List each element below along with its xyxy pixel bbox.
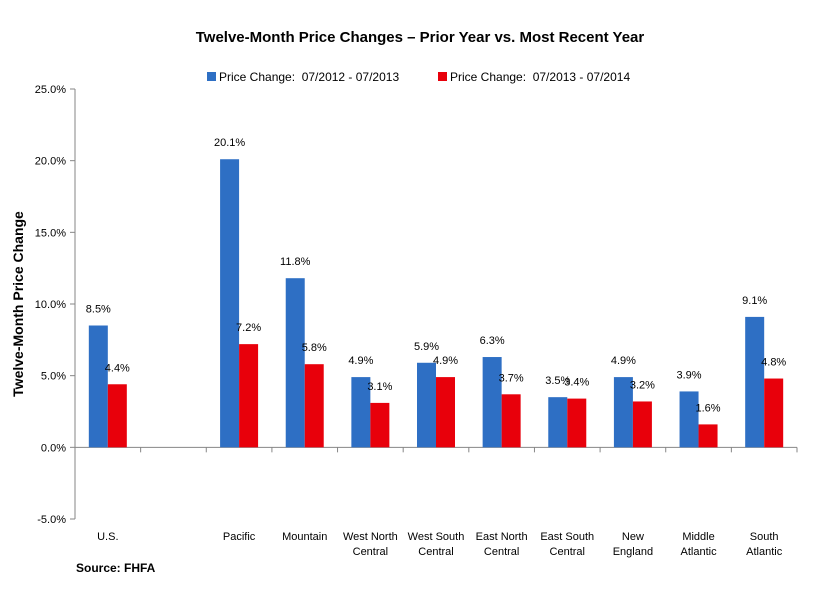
data-label-series-2: 3.7% bbox=[499, 372, 524, 384]
category-label: Central bbox=[484, 546, 519, 558]
bar-series-2 bbox=[698, 424, 718, 448]
source-note: Source: FHFA bbox=[76, 561, 156, 575]
category-label: Pacific bbox=[223, 531, 256, 543]
category-label: Mountain bbox=[282, 531, 327, 543]
bar-series-2 bbox=[632, 401, 652, 448]
y-tick-label: 20.0% bbox=[35, 156, 66, 168]
data-label-series-1: 3.9% bbox=[677, 369, 702, 381]
legend: Price Change: 07/2012 - 07/2013 Price Ch… bbox=[207, 70, 630, 84]
data-label-series-1: 4.9% bbox=[348, 355, 373, 367]
x-axis bbox=[74, 446, 798, 453]
category-label: England bbox=[613, 546, 653, 558]
data-label-series-2: 3.1% bbox=[367, 381, 392, 393]
data-label-series-1: 3.5% bbox=[545, 375, 570, 387]
y-tick-label: 10.0% bbox=[35, 299, 66, 311]
data-label-series-1: 20.1% bbox=[214, 137, 245, 149]
y-axis: -5.0% 0.0% 5.0% 10.0% 15.0% 20.0% 25.0% bbox=[35, 84, 76, 526]
category-label: New bbox=[622, 531, 644, 543]
legend-label-series-2: Price Change: 07/2013 - 07/2014 bbox=[450, 70, 630, 84]
bar-series-1 bbox=[220, 159, 240, 448]
data-label-series-1: 6.3% bbox=[480, 335, 505, 347]
legend-label-series-1: Price Change: 07/2012 - 07/2013 bbox=[219, 70, 399, 84]
bar-series-1 bbox=[548, 397, 568, 448]
bar-series-1 bbox=[613, 377, 633, 448]
category-label: South bbox=[750, 531, 779, 543]
data-label-series-1: 5.9% bbox=[414, 341, 439, 353]
data-label-series-2: 4.4% bbox=[105, 362, 130, 374]
data-label-series-1: 8.5% bbox=[86, 304, 111, 316]
category-label: Atlantic bbox=[746, 546, 783, 558]
bar-series-1 bbox=[351, 377, 371, 448]
data-label-series-2: 1.6% bbox=[696, 402, 721, 414]
bar-series-1 bbox=[482, 357, 502, 448]
y-tick-label: 15.0% bbox=[35, 227, 66, 239]
bar-series-1 bbox=[88, 325, 108, 448]
bar-series-2 bbox=[370, 402, 390, 448]
y-tick-label: 0.0% bbox=[41, 442, 66, 454]
y-tick-label: 25.0% bbox=[35, 84, 66, 96]
bar-series-1 bbox=[285, 278, 305, 448]
bar-series-2 bbox=[567, 398, 587, 448]
data-label-series-1: 11.8% bbox=[280, 256, 311, 268]
bar-series-2 bbox=[436, 377, 455, 448]
data-label-series-1: 9.1% bbox=[742, 295, 767, 307]
bar-series-1 bbox=[745, 316, 765, 448]
bar-series-2 bbox=[764, 378, 784, 448]
data-label-series-2: 7.2% bbox=[236, 322, 261, 334]
category-label: Central bbox=[418, 546, 453, 558]
data-label-series-2: 5.8% bbox=[302, 342, 327, 354]
category-label: Central bbox=[550, 546, 585, 558]
bar-series-2 bbox=[304, 364, 324, 448]
chart-title: Twelve-Month Price Changes – Prior Year … bbox=[196, 29, 645, 46]
y-axis-label: Twelve-Month Price Change bbox=[10, 211, 26, 397]
bar-series-1 bbox=[417, 362, 436, 448]
bars bbox=[88, 159, 784, 448]
bar-series-2 bbox=[107, 384, 127, 448]
bar-series-1 bbox=[679, 391, 699, 448]
y-tick-label: 5.0% bbox=[41, 371, 66, 383]
category-label: Central bbox=[353, 546, 388, 558]
data-labels: 8.5% 20.1% 11.8% 4.9% 5.9% 6.3% 3.5% 4.9% 3.9% 9.… bbox=[86, 137, 787, 414]
category-labels: U.S. Pacific Mountain West North Central West… bbox=[97, 531, 783, 558]
category-label: East South bbox=[540, 531, 594, 543]
data-label-series-2: 3.2% bbox=[630, 379, 655, 391]
y-tick-label: -5.0% bbox=[37, 514, 66, 526]
category-label: Middle bbox=[682, 531, 714, 543]
data-label-series-1: 4.9% bbox=[611, 355, 636, 367]
bar-series-2 bbox=[501, 394, 521, 448]
legend-swatch-series-1 bbox=[207, 72, 216, 81]
legend-swatch-series-2 bbox=[438, 72, 447, 81]
data-label-series-2: 3.4% bbox=[564, 377, 589, 389]
category-label: West South bbox=[408, 531, 465, 543]
category-label: U.S. bbox=[97, 531, 118, 543]
data-label-series-2: 4.9% bbox=[433, 355, 458, 367]
category-label: East North bbox=[476, 531, 528, 543]
category-label: Atlantic bbox=[681, 546, 718, 558]
bar-series-2 bbox=[239, 344, 259, 448]
data-label-series-2: 4.8% bbox=[761, 357, 786, 369]
category-label: West North bbox=[343, 531, 398, 543]
